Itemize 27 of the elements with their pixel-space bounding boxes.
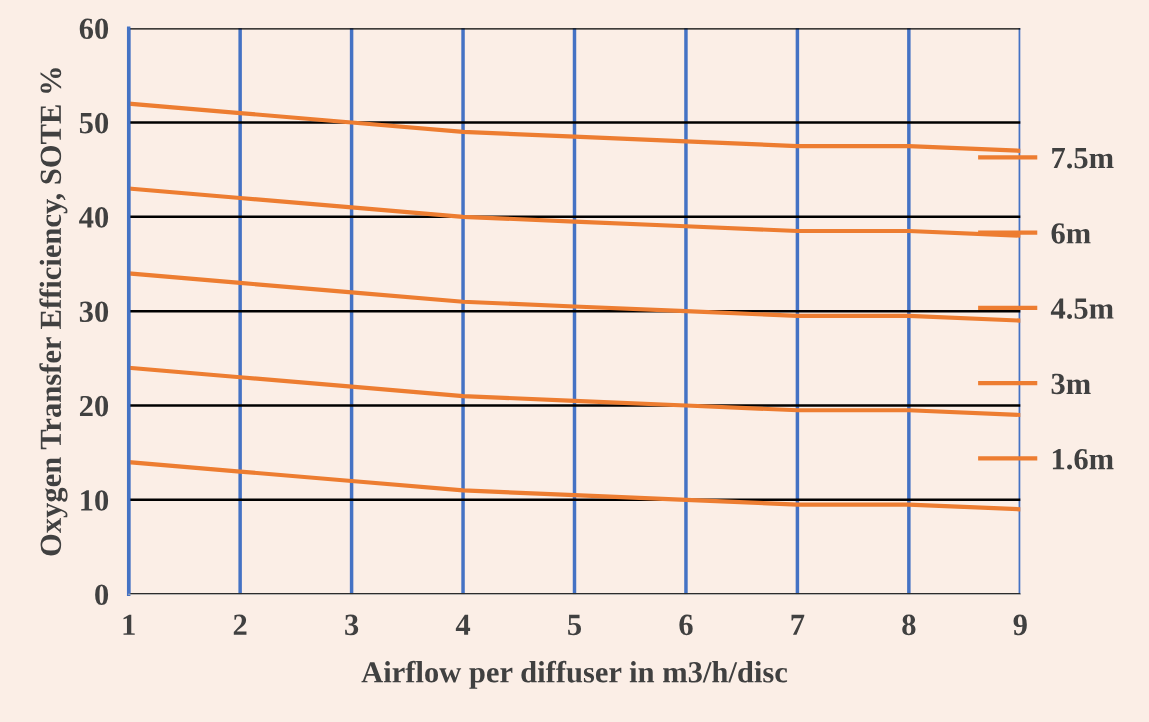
x-tick-label: 6: [679, 614, 693, 636]
x-tick-label: 4: [455, 614, 471, 635]
x-axis-title: Airflow per diffuser in m3/h/disc: [361, 660, 788, 689]
x-tick-label: 8: [902, 614, 916, 636]
x-tick-label: 2: [233, 614, 247, 635]
legend-label: 4.5m: [1050, 298, 1114, 320]
legend-label: 6m: [1051, 223, 1091, 244]
y-tick-label: 10: [81, 490, 109, 511]
y-tick-label: 20: [79, 395, 109, 417]
y-tick-label: 0: [95, 584, 109, 606]
y-tick-label: 30: [79, 301, 109, 323]
line-series: [128, 365, 1021, 418]
y-tick-label: 40: [79, 207, 109, 228]
x-tick-label: 9: [1013, 614, 1027, 636]
legend-label: 1.6m: [1052, 448, 1114, 470]
x-tick-label: 3: [345, 614, 359, 636]
line-series: [128, 460, 1021, 512]
legend-label: 7.5m: [1052, 148, 1114, 169]
legend-label: 3m: [1051, 373, 1091, 395]
y-tick-label: 50: [79, 112, 109, 134]
x-tick-label: 5: [568, 614, 582, 636]
x-tick-label: 7: [791, 614, 805, 635]
y-tick-label: 60: [79, 18, 109, 40]
y-axis-title: Oxygen Transfer Efficiency, SOTE %: [39, 68, 68, 556]
line-series: [128, 101, 1021, 153]
line-series: [128, 271, 1021, 323]
x-tick-label: 1: [123, 614, 135, 635]
